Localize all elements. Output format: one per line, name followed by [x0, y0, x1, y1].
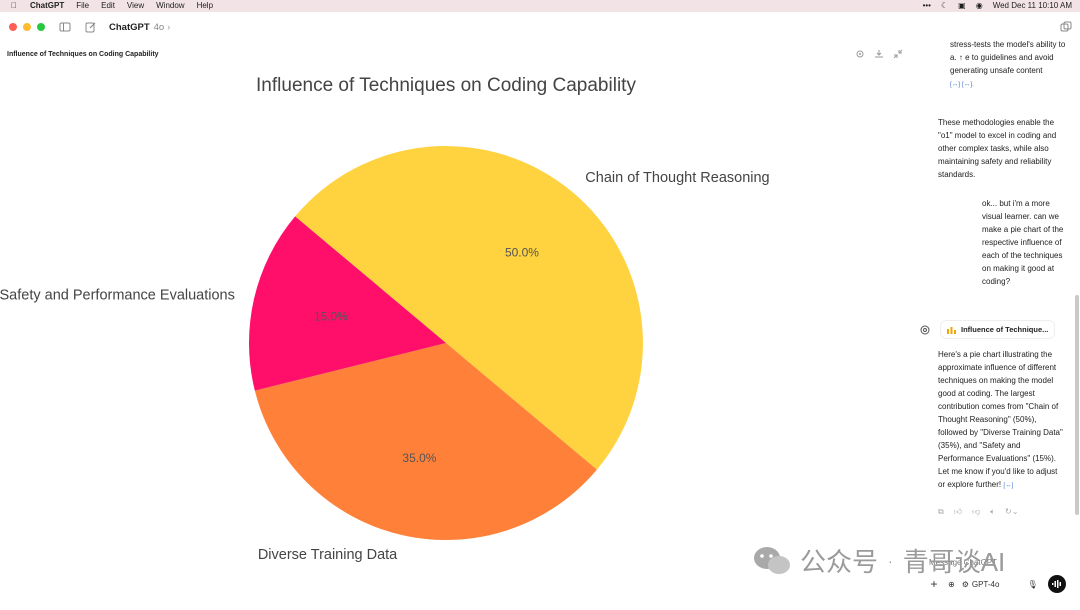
- canvas-chip[interactable]: Influence of Technique...: [940, 320, 1056, 339]
- menubar:  ChatGPT File Edit View Window Help •••…: [0, 0, 1080, 12]
- wechat-logo-icon: [754, 546, 790, 574]
- copy-icon[interactable]: ⧉: [938, 507, 944, 516]
- microphone-icon[interactable]: 🎙︎: [1027, 579, 1038, 589]
- control-center-icon[interactable]: ▣: [958, 1, 966, 10]
- pie-slice: [254, 343, 597, 540]
- scrollbar[interactable]: [1075, 295, 1079, 515]
- focus-moon-icon[interactable]: ☾: [940, 1, 949, 10]
- assistant-response: Here's a pie chart illustrating the appr…: [938, 348, 1063, 492]
- globe-icon[interactable]: ⊕: [948, 579, 955, 589]
- watermark: 公众号 · 青哥谈AI: [752, 542, 1005, 579]
- settings-icon[interactable]: [855, 49, 865, 59]
- assistant-response-text: Here's a pie chart illustrating the appr…: [938, 350, 1063, 489]
- assistant-message-tail: stress-tests the model's ability to a. ↑…: [950, 38, 1068, 91]
- canvas-title: Influence of Techniques on Coding Capabi…: [7, 51, 159, 58]
- slice-category-label: Safety and Performance Evaluations: [0, 287, 235, 303]
- assistant-paragraph: These methodologies enable the "o1" mode…: [938, 118, 1057, 179]
- pie-chart: Influence of Techniques on Coding Capabi…: [0, 60, 900, 605]
- citation-link-2[interactable]: [↔]: [1003, 482, 1014, 489]
- canvas-chip-label: Influence of Technique...: [961, 325, 1049, 334]
- slice-percent-label: 15.0%: [314, 309, 348, 323]
- thumbs-up-icon[interactable]: 👍︎: [953, 507, 963, 516]
- minimize-window-button[interactable]: [23, 23, 31, 31]
- menu-view[interactable]: View: [126, 1, 145, 10]
- app-title[interactable]: ChatGPT: [109, 21, 150, 33]
- more-icon[interactable]: •••: [922, 1, 931, 10]
- menu-edit[interactable]: Edit: [101, 1, 115, 10]
- watermark-separator: ·: [888, 552, 893, 569]
- watermark-text: 公众号: [800, 547, 879, 577]
- slice-percent-label: 35.0%: [402, 451, 436, 465]
- sidebar-toggle-icon[interactable]: [59, 21, 71, 33]
- model-button-label: GPT-4o: [971, 579, 1000, 589]
- new-window-icon[interactable]: [1060, 21, 1072, 33]
- pie-slice: [295, 146, 643, 470]
- model-selector[interactable]: 4o: [153, 21, 165, 33]
- traffic-lights: [9, 23, 45, 31]
- model-button[interactable]: ⚙ GPT-4o: [962, 580, 1000, 589]
- message-input[interactable]: Message ChatGPT: [929, 558, 998, 567]
- voice-mode-button[interactable]: [1047, 575, 1066, 593]
- chart-title: Influence of Techniques on Coding Capabi…: [256, 75, 636, 96]
- tools-icon: ⚙: [961, 579, 969, 589]
- canvas-actions: [855, 49, 903, 59]
- bar-chart-icon: [947, 326, 956, 334]
- composer-toolbar: + ⊕ ⚙ GPT-4o 🎙︎: [929, 575, 1074, 593]
- datetime[interactable]: Wed Dec 11 10:10 AM: [992, 1, 1072, 10]
- chat-pane: stress-tests the model's ability to a. ↑…: [905, 38, 1075, 605]
- pie-chart-svg: Influence of Techniques on Coding Capabi…: [0, 75, 770, 563]
- message-actions: ⧉ 👍︎ 👎︎ 🔈︎ ↻⌄: [938, 505, 1018, 518]
- slice-percent-label: 50.0%: [505, 245, 539, 259]
- window-toolbar: ChatGPT 4o ›: [0, 12, 1080, 42]
- slice-category-label: Chain of Thought Reasoning: [585, 170, 769, 186]
- menu-help[interactable]: Help: [196, 1, 214, 10]
- plus-icon[interactable]: +: [930, 577, 938, 591]
- collapse-icon[interactable]: [893, 49, 903, 59]
- assistant-header: Influence of Technique...: [920, 320, 1056, 339]
- menu-window[interactable]: Window: [156, 1, 185, 10]
- citation-link[interactable]: [↔] [↔].: [950, 81, 974, 88]
- download-icon[interactable]: [874, 49, 884, 59]
- chatgpt-logo-icon: [920, 325, 930, 334]
- slice-category-label: Diverse Training Data: [258, 547, 398, 563]
- menu-app[interactable]: ChatGPT: [30, 1, 65, 10]
- zoom-window-button[interactable]: [37, 23, 45, 31]
- pie-slice: [248, 216, 446, 391]
- apple-icon[interactable]: : [10, 0, 18, 12]
- thumbs-down-icon[interactable]: 👎︎: [972, 507, 981, 516]
- assistant-text: stress-tests the model's ability to a. ↑…: [950, 40, 1066, 75]
- new-chat-icon[interactable]: [85, 21, 97, 33]
- watermark-author: 青哥谈AI: [902, 547, 1006, 577]
- waveform-icon: [1051, 580, 1061, 588]
- read-aloud-icon[interactable]: 🔈︎: [990, 507, 996, 516]
- menu-file[interactable]: File: [76, 1, 90, 10]
- chevron-right-icon[interactable]: ›: [167, 22, 171, 32]
- regenerate-icon[interactable]: ↻⌄: [1005, 507, 1019, 516]
- close-window-button[interactable]: [9, 23, 17, 31]
- user-message: ok... but i'm a more visual learner. can…: [982, 199, 1064, 286]
- user-icon[interactable]: ◉: [975, 1, 983, 10]
